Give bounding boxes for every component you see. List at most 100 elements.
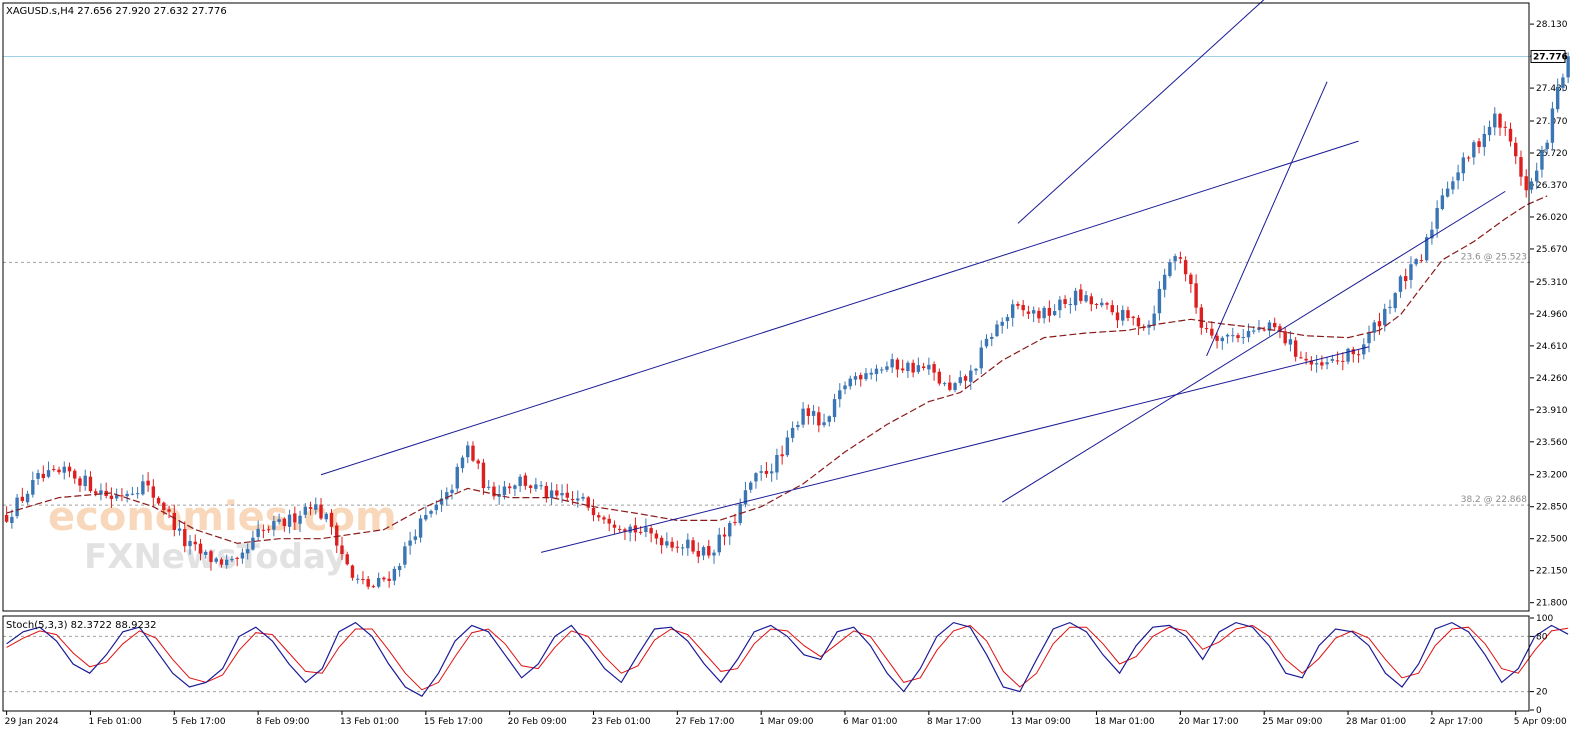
- candle-body: [209, 551, 213, 562]
- candle-body: [282, 518, 287, 526]
- candle-body: [1026, 311, 1031, 314]
- candle-body: [1477, 141, 1481, 147]
- candle-body: [796, 424, 800, 428]
- candle-body: [780, 454, 784, 457]
- price-tick-label: 26.720: [1536, 149, 1568, 159]
- candle-body: [73, 470, 77, 479]
- candle-body: [125, 493, 129, 497]
- candle-body: [1021, 305, 1025, 311]
- candle-body: [1398, 276, 1403, 292]
- candle-body: [1540, 149, 1544, 170]
- candle-body: [1115, 312, 1120, 321]
- time-tick-label: 15 Feb 17:00: [424, 717, 483, 727]
- candle-body: [214, 558, 218, 562]
- candle-body: [1037, 310, 1041, 319]
- candle-body: [817, 412, 821, 426]
- candle-body: [958, 377, 962, 384]
- candle-body: [743, 490, 748, 505]
- candle-body: [1561, 77, 1565, 88]
- candle-body: [921, 366, 926, 369]
- candle-body: [36, 473, 40, 479]
- candle-body: [1335, 360, 1340, 362]
- candle-body: [1535, 170, 1539, 182]
- candle-body: [1482, 133, 1486, 148]
- candle-body: [701, 547, 706, 556]
- candle-body: [204, 551, 208, 555]
- candle-body: [801, 408, 805, 425]
- candle-body: [1309, 360, 1314, 365]
- candle-body: [382, 577, 386, 580]
- candle-body: [513, 485, 517, 489]
- candle-body: [371, 586, 376, 588]
- candle-body: [88, 476, 93, 492]
- candle-body: [874, 368, 879, 375]
- candle-body: [1225, 334, 1230, 337]
- candle-body: [1519, 157, 1523, 177]
- candle-body: [287, 514, 292, 527]
- candle-body: [99, 490, 103, 495]
- candle-body: [1430, 229, 1434, 239]
- stoch-panel-frame: [2, 615, 1530, 712]
- candle-body: [429, 510, 433, 514]
- time-tick-label: 27 Feb 17:00: [675, 717, 734, 727]
- candle-body: [853, 376, 858, 380]
- candle-body: [1445, 188, 1450, 197]
- candle-body: [644, 527, 648, 532]
- watermark: economies.com FXNewsToday: [48, 494, 397, 577]
- candle-body: [1367, 332, 1371, 344]
- candle-body: [717, 534, 721, 553]
- candle-body: [937, 371, 942, 384]
- candle-body: [397, 566, 402, 571]
- candle-body: [1257, 328, 1261, 330]
- time-tick-label: 25 Mar 09:00: [1262, 717, 1322, 727]
- stoch-tick-label: 80: [1536, 632, 1548, 642]
- candle-body: [1466, 157, 1471, 159]
- candle-body: [560, 493, 564, 496]
- candle-body: [225, 559, 229, 566]
- candle-body: [1199, 307, 1204, 328]
- candle-body: [1162, 274, 1167, 290]
- time-tick-label: 1 Feb 01:00: [88, 717, 142, 727]
- candle-body: [1514, 142, 1518, 157]
- price-tick-label: 23.910: [1536, 406, 1568, 416]
- candle-body: [953, 383, 957, 391]
- candle-body: [1341, 360, 1345, 362]
- candle-body: [591, 508, 596, 516]
- candle-body: [345, 554, 349, 565]
- time-tick-label: 20 Feb 09:00: [508, 717, 567, 727]
- candle-body: [555, 490, 559, 496]
- candle-body: [1278, 326, 1282, 331]
- candle-body: [1084, 295, 1088, 302]
- candle-body: [1472, 142, 1476, 158]
- candle-body: [120, 495, 124, 497]
- candle-body: [387, 578, 391, 581]
- candle-body: [356, 578, 360, 580]
- candle-body: [335, 525, 339, 546]
- stoch-header: Stoch(5,3,3) 82.3722 88.9232: [6, 620, 157, 631]
- stoch-levels: [3, 635, 1530, 693]
- candle-body: [570, 498, 575, 501]
- candle-body: [376, 577, 381, 587]
- price-tick-label: 23.560: [1536, 438, 1568, 448]
- candle-body: [1252, 330, 1256, 332]
- fib-level-label: 23.6 @ 25.523: [1461, 252, 1527, 262]
- stoch-tick-label: 0: [1536, 706, 1542, 716]
- candle-body: [1131, 316, 1135, 319]
- candle-body: [1267, 322, 1272, 331]
- candle-body: [1168, 262, 1172, 276]
- candle-body: [1566, 56, 1570, 78]
- candle-body: [109, 495, 114, 499]
- candle-body: [843, 385, 847, 390]
- candle-body: [869, 372, 873, 375]
- candle-body: [481, 462, 486, 489]
- candle-body: [1231, 335, 1235, 337]
- time-tick-label: 13 Feb 01:00: [340, 717, 399, 727]
- candle-body: [471, 445, 475, 461]
- candle-body: [293, 513, 297, 523]
- candle-body: [586, 497, 590, 508]
- time-axis: 29 Jan 2024 1 Feb 01:00 5 Feb 17:00 8 Feb 0…: [5, 711, 1567, 727]
- candle-body: [251, 537, 255, 550]
- candle-body: [1000, 321, 1004, 326]
- candle-body: [1503, 126, 1507, 128]
- candle-body: [277, 519, 281, 522]
